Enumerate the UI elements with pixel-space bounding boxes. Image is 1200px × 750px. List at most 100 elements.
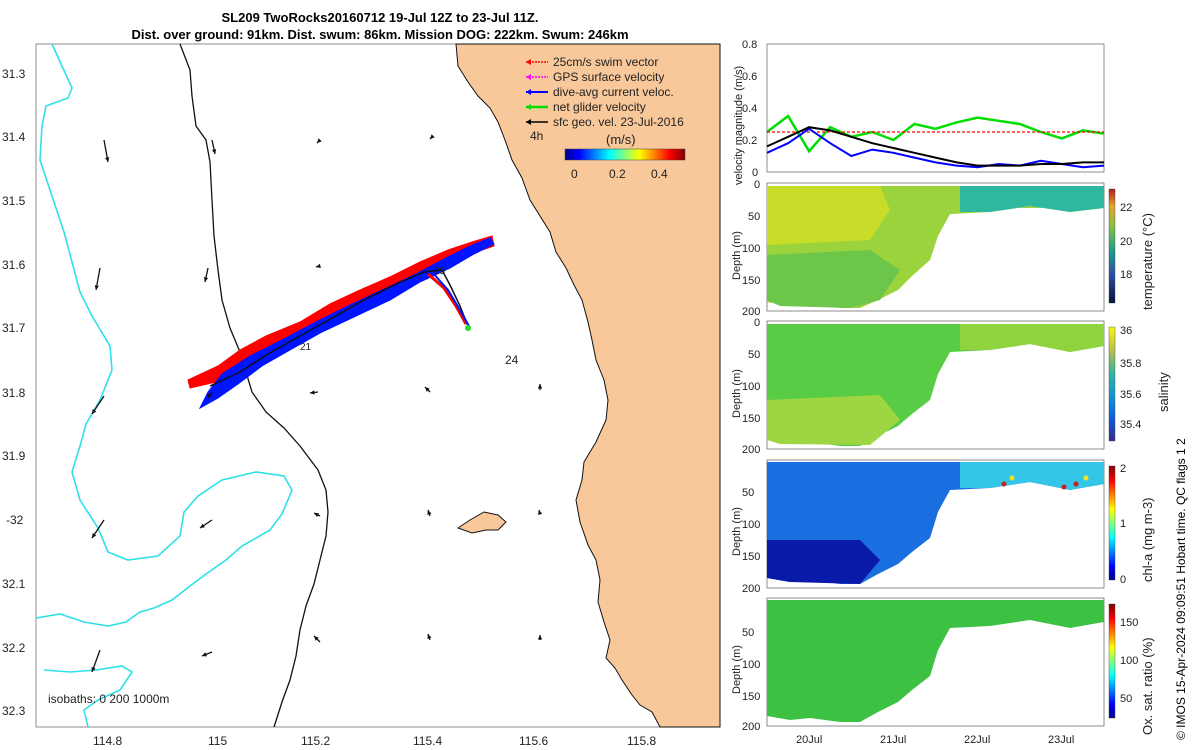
isobath-cyan (35, 43, 293, 627)
velocity-line-sfc-geo-vel- (766, 126, 1104, 167)
sal-colorbar (1108, 326, 1116, 442)
current-vector-blue (198, 237, 495, 410)
track-label-21: 21 (300, 342, 312, 353)
vel-ytick: 0 (752, 167, 758, 179)
map-ytick: 31.7 (2, 321, 26, 335)
chla-dot (1073, 481, 1079, 487)
chla-depth-tick: 150 (742, 551, 760, 563)
current-arrow-head (105, 157, 110, 162)
temp-depth-tick: 100 (742, 243, 760, 255)
map-ytick: 32.1 (2, 577, 26, 591)
map-colorbar-tick-0: 0 (571, 167, 578, 181)
velocity-panel: 0 0.2 0.4 0.6 0.8 velocity magnitude (m/… (733, 39, 1105, 185)
chla-cbar-tick: 0 (1120, 574, 1126, 586)
sal-depth-tick: 150 (742, 413, 760, 425)
temp-depth-tick: 50 (748, 211, 760, 223)
map-xtick: 114.8 (93, 734, 122, 748)
temp-ylabel: Depth (m) (731, 231, 743, 280)
land-coastline (455, 43, 721, 728)
map-panel: 24 23 21 25cm/s swim vector GPS surface … (2, 43, 721, 748)
ox-cbar-tick: 150 (1120, 617, 1138, 629)
temp-depth-tick: 150 (742, 275, 760, 287)
track-branch-blue (431, 271, 471, 329)
vel-ytick: 0.8 (742, 39, 757, 51)
isobath-cyan-lower (43, 665, 134, 728)
temp-cbar-tick: 18 (1120, 269, 1132, 281)
chla-cbar-tick: 2 (1120, 463, 1126, 475)
current-arrow-head (91, 667, 96, 672)
temp-cbar-label: temperature (°C) (1140, 213, 1155, 310)
sal-cbar-tick: 36 (1120, 325, 1132, 337)
temp-cbar-tick: 20 (1120, 236, 1132, 248)
svg-text:net glider velocity: net glider velocity (553, 100, 646, 114)
temp-depth-tick: 200 (742, 306, 760, 318)
chla-depth-tick: 50 (742, 487, 754, 499)
ox-ylabel: Depth (m) (731, 645, 743, 694)
current-arrow-head (430, 134, 435, 139)
ox-cbar-tick: 100 (1120, 655, 1138, 667)
current-arrow-head (314, 513, 319, 517)
legend-item-net-glider: net glider velocity (526, 100, 646, 114)
time-tick: 22Jul (964, 734, 990, 746)
legend-item-gps: GPS surface velocity (526, 70, 664, 84)
temperature-shelf (960, 186, 1104, 212)
sal-cbar-tick: 35.4 (1120, 419, 1141, 431)
current-arrow-head (310, 390, 315, 395)
map-ytick: -32 (6, 513, 24, 527)
legend-tag-4h: 4h (530, 129, 543, 143)
current-arrow-head (92, 533, 97, 538)
time-axis: 20Jul 21Jul 22Jul 23Jul (796, 734, 1074, 746)
ox-depth-tick: 100 (742, 659, 760, 671)
map-colorbar-tick-1: 0.2 (609, 167, 626, 181)
temperature-deep-cool (767, 250, 900, 308)
current-arrow-head (537, 510, 543, 515)
oxygen-section (767, 600, 1104, 722)
track-black-line (209, 269, 469, 387)
track-branch-red (427, 272, 468, 325)
sal-cbar-tick: 35.8 (1120, 358, 1141, 370)
ox-colorbar (1108, 603, 1116, 719)
map-ytick: 31.5 (2, 194, 26, 208)
current-arrow-head (200, 523, 205, 528)
current-arrows (91, 134, 543, 673)
temperature-panel: 0 50 100 150 200 Depth (m) 22 20 18 temp… (731, 179, 1155, 318)
velocity-ylabel: velocity magnitude (m/s) (733, 66, 745, 185)
map-ytick: 31.9 (2, 449, 26, 463)
map-ytick: 32.3 (2, 704, 26, 718)
sal-depth-tick: 200 (742, 444, 760, 456)
current-arrow-head (92, 409, 97, 414)
svg-text:sfc geo. vel. 23-Jul-2016: sfc geo. vel. 23-Jul-2016 (553, 115, 684, 129)
current-arrow-head (314, 636, 319, 641)
ox-depth-tick: 50 (742, 627, 754, 639)
time-tick: 23Jul (1048, 734, 1074, 746)
track-label-23: 23 (434, 266, 446, 277)
temp-cbar-tick: 22 (1120, 202, 1132, 214)
sal-depth-tick: 50 (748, 349, 760, 361)
chla-dot (1061, 484, 1067, 490)
map-ytick: 31.4 (2, 130, 26, 144)
ox-depth-tick: 200 (742, 721, 760, 733)
ox-cbar-tick: 50 (1120, 693, 1132, 705)
map-colorbar-label: (m/s) (606, 132, 636, 147)
chla-dot (1001, 481, 1007, 487)
chla-ylabel: Depth (m) (731, 507, 743, 556)
map-x-axis: 114.8 115 115.2 115.4 115.6 115.8 (93, 734, 656, 748)
rottnest-island (456, 511, 507, 534)
isobaths-label: isobaths: 0 200 1000m (48, 692, 169, 706)
map-colorbar (564, 148, 686, 161)
sal-depth-tick: 0 (754, 317, 760, 329)
sal-cbar-label: salinity (1156, 372, 1171, 412)
vel-ytick: 0.6 (742, 71, 757, 83)
map-xtick: 115 (208, 734, 227, 748)
sal-depth-tick: 100 (742, 381, 760, 393)
ox-depth-tick: 150 (742, 691, 760, 703)
legend-item-swim: 25cm/s swim vector (526, 55, 658, 69)
map-ytick: 32.2 (2, 641, 26, 655)
current-arrow-head (427, 510, 432, 515)
glider-track (187, 235, 495, 410)
sal-cbar-tick: 35.6 (1120, 389, 1141, 401)
temperature-surface-warm (767, 186, 890, 245)
time-tick: 21Jul (880, 734, 906, 746)
map-xtick: 115.4 (413, 734, 442, 748)
chla-cbar-tick: 1 (1120, 518, 1126, 530)
